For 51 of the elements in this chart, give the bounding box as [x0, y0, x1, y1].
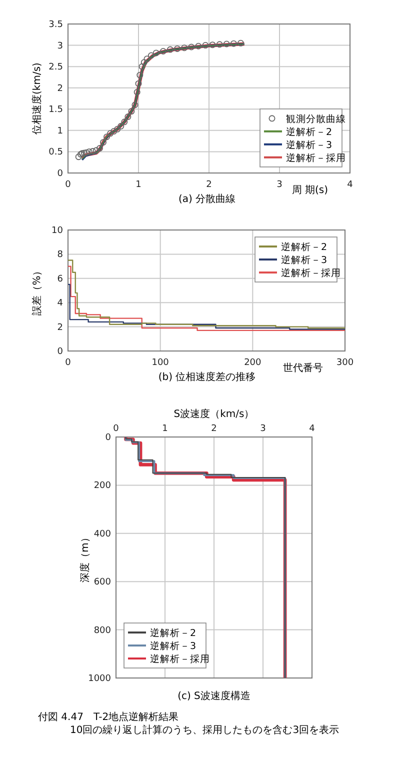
- x-axis-title: 周 期(s): [292, 184, 328, 196]
- y-tick-label: 200: [94, 481, 112, 492]
- y-tick-label: 400: [94, 529, 112, 540]
- y-tick-label: 600: [94, 578, 112, 588]
- x-tick-label: 3: [260, 424, 266, 434]
- y-tick-label: 1.5: [48, 105, 63, 116]
- x-tick-label: 200: [244, 358, 262, 368]
- text: 付図 4.47 T-2地点逆解析結果: [38, 711, 179, 723]
- y-tick-label: 1000: [88, 674, 112, 684]
- y-tick-label: 2: [57, 84, 63, 94]
- y-tick-label: 800: [94, 626, 112, 636]
- x-tick-label: 4: [309, 424, 316, 434]
- y-tick-label: 0.5: [48, 148, 63, 158]
- y-tick-label: 0: [57, 347, 64, 357]
- y-tick-label: 3.5: [48, 20, 63, 30]
- y-tick-label: 2.5: [48, 62, 63, 73]
- text: (c) S波速度構造: [178, 690, 250, 702]
- text: (b) 位相速度差の推移: [158, 371, 256, 383]
- y-tick-label: 4: [57, 298, 64, 309]
- x-tick-label: 4: [347, 180, 354, 190]
- x-tick-label: 100: [152, 358, 170, 368]
- x-tick-label: 2: [206, 180, 212, 190]
- x-tick-label: 0: [65, 358, 72, 368]
- x-axis-title: 世代番号: [283, 362, 323, 374]
- y-tick-label: 1: [57, 126, 63, 136]
- y-tick-label: 8: [57, 250, 64, 260]
- x-tick-label: 0: [113, 424, 120, 434]
- x-tick-label: 1: [162, 424, 168, 434]
- x-tick-label: 2: [211, 424, 217, 434]
- legend-label: 逆解析－3: [281, 254, 328, 266]
- x-tick-label: 300: [336, 358, 354, 368]
- legend-label: 逆解析－2: [150, 627, 196, 639]
- y-tick-label: 2: [57, 322, 63, 333]
- x-tick-label: 1: [136, 180, 142, 190]
- legend-label: 逆解析－3: [150, 640, 196, 652]
- x-tick-label: 3: [276, 180, 282, 190]
- y-axis-title: 誤差（%）: [31, 266, 43, 316]
- y-axis-title: 位相速度(km/s): [31, 62, 43, 134]
- y-tick-label: 3: [57, 41, 63, 52]
- text: (a) 分散曲線: [178, 193, 236, 205]
- legend-label: 逆解析－2: [281, 241, 328, 253]
- text: 10回の繰り返し計算のうち、採用したものを含む3回を表示: [70, 724, 340, 736]
- y-tick-label: 0: [105, 433, 112, 443]
- x-tick-label: 0: [65, 180, 72, 190]
- y-tick-label: 6: [57, 274, 64, 284]
- y-tick-label: 10: [52, 226, 64, 236]
- legend-label: 逆解析－採用: [150, 653, 210, 665]
- y-axis-title: 深度（m）: [79, 532, 91, 582]
- y-tick-label: 0: [57, 169, 64, 179]
- legend-label: 逆解析－採用: [281, 267, 341, 279]
- x-axis-title: S波速度（km/s）: [174, 408, 254, 420]
